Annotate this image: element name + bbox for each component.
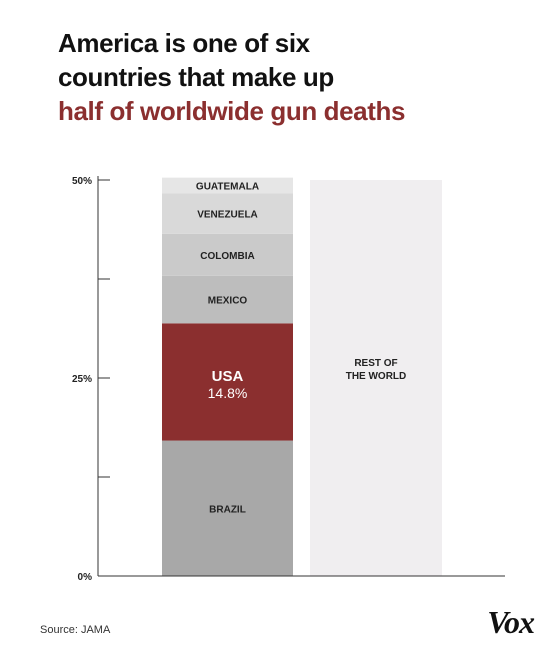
segment-colombia xyxy=(162,233,293,276)
segment-usa xyxy=(162,323,293,441)
title-line-1: America is one of six xyxy=(58,28,310,58)
segment-brazil xyxy=(162,440,293,576)
title-line-2: countries that make up xyxy=(58,62,334,92)
segment-label-brazil: BRAZIL xyxy=(209,504,246,515)
bar-rest-of-world xyxy=(310,180,442,576)
bar-label-rest-of-world: THE WORLD xyxy=(346,371,407,382)
title-line-3-highlight: half of worldwide gun deaths xyxy=(58,96,406,126)
chart-title: America is one of six countries that mak… xyxy=(58,26,405,128)
vox-logo: Vox xyxy=(487,604,535,640)
y-tick-label: 25% xyxy=(72,374,92,385)
source-note: Source: JAMA xyxy=(40,624,111,636)
segment-mexico xyxy=(162,275,293,324)
segment-venezuela xyxy=(162,193,293,234)
y-tick-label: 50% xyxy=(72,176,92,187)
segment-label-mexico: MEXICO xyxy=(208,296,248,307)
y-tick-label: 0% xyxy=(78,572,93,583)
bar-label-rest-of-world: REST OF xyxy=(354,358,397,369)
segment-label-usa: USA xyxy=(212,368,244,385)
segment-label-venezuela: VENEZUELA xyxy=(197,210,258,221)
segment-label-colombia: COLOMBIA xyxy=(200,251,254,262)
segment-value-usa: 14.8% xyxy=(208,385,248,401)
segment-guatemala xyxy=(162,177,293,194)
segment-label-guatemala: GUATEMALA xyxy=(196,182,259,193)
